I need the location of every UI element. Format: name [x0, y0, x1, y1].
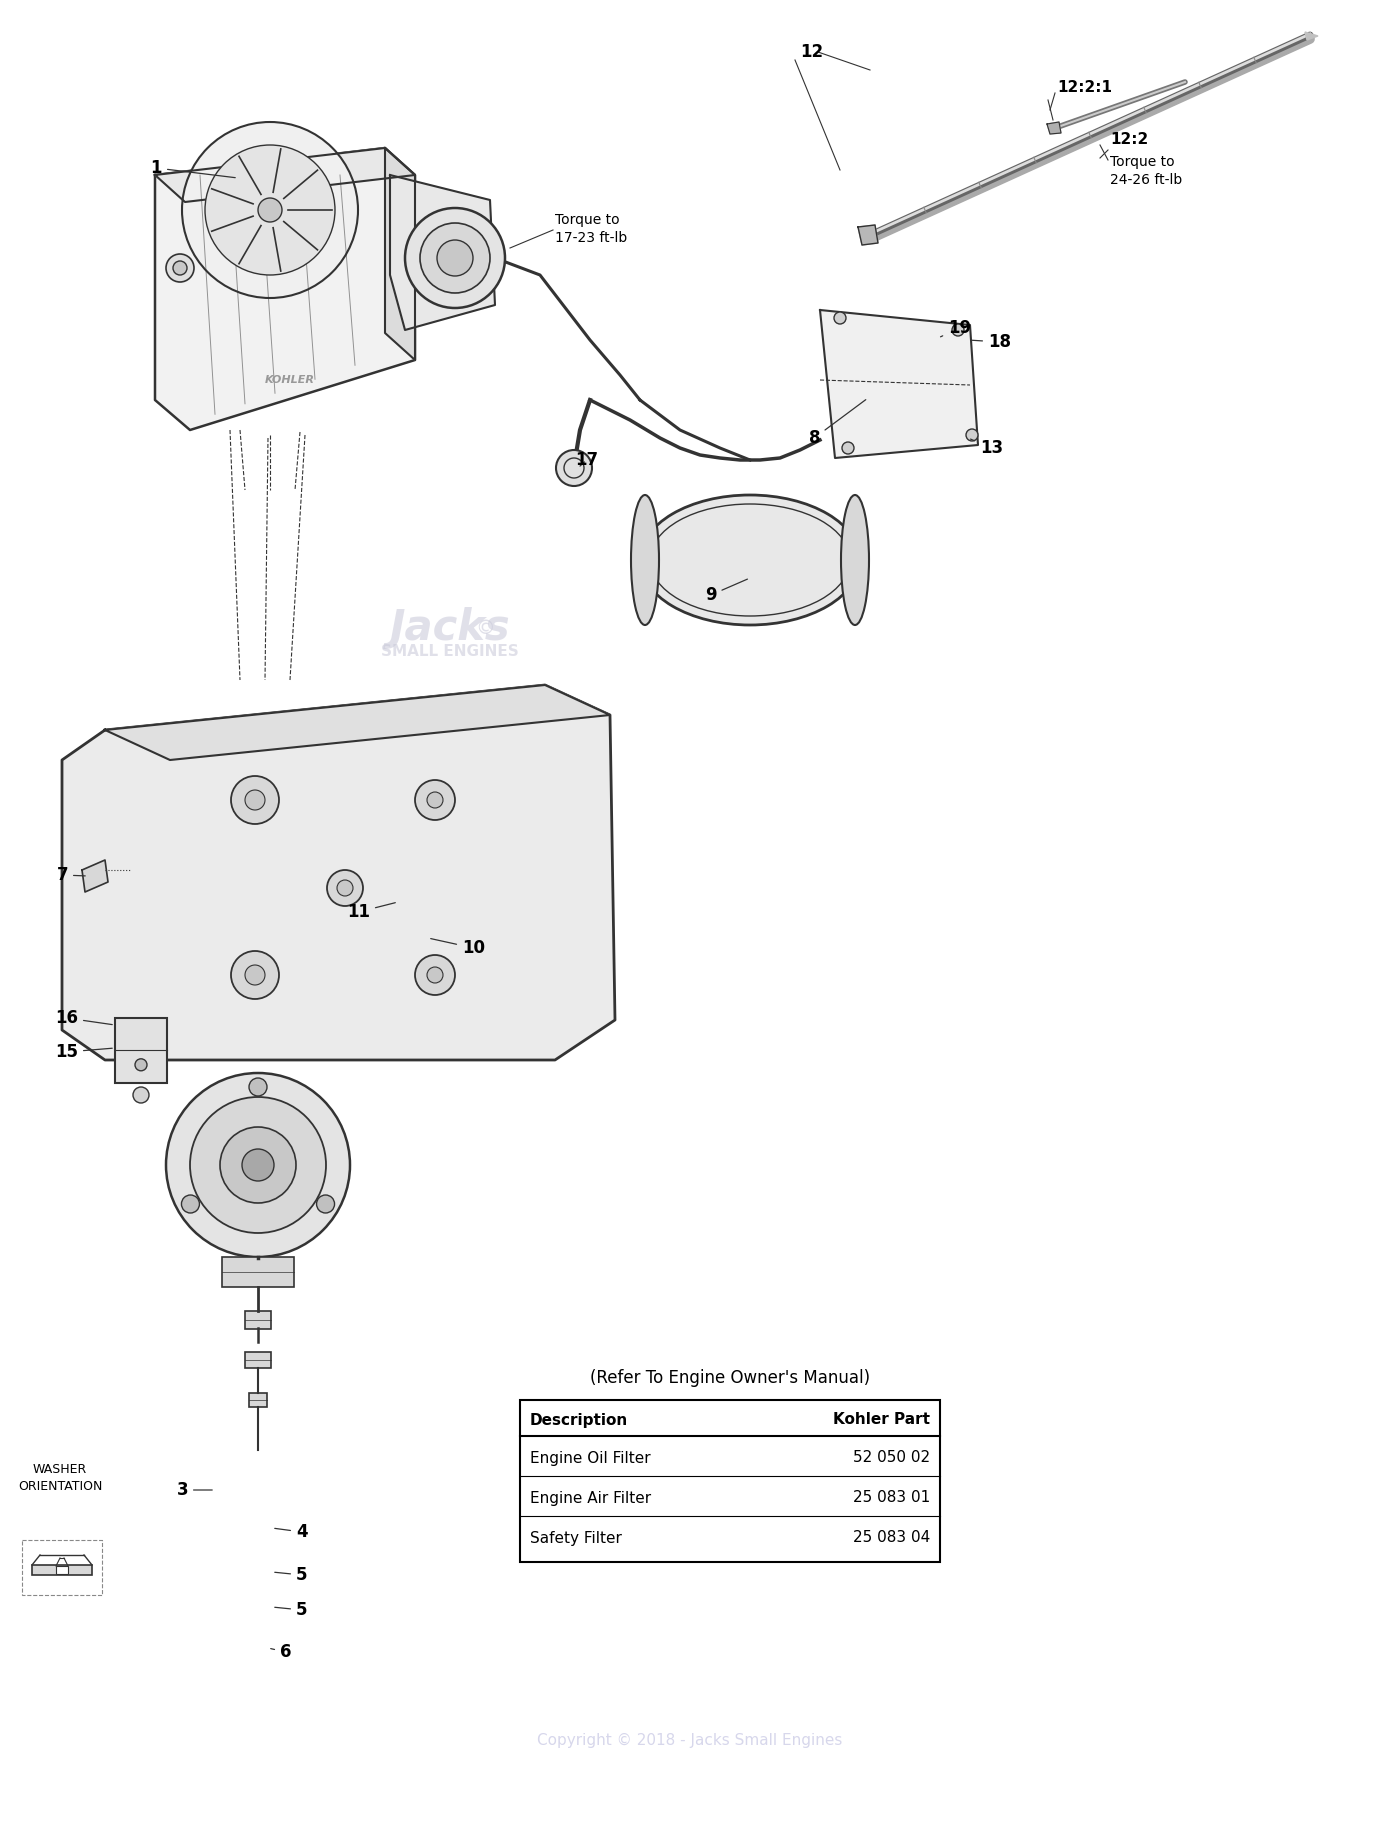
Polygon shape	[155, 148, 415, 203]
Circle shape	[842, 442, 854, 455]
Text: 6: 6	[270, 1643, 291, 1662]
Text: 5: 5	[275, 1601, 308, 1620]
Circle shape	[206, 144, 335, 276]
Polygon shape	[62, 685, 615, 1061]
Text: 13: 13	[970, 438, 1003, 456]
Circle shape	[426, 792, 443, 807]
Text: 12: 12	[800, 44, 822, 60]
Text: WASHER
ORIENTATION: WASHER ORIENTATION	[18, 1463, 102, 1494]
Text: 17-23 ft-lb: 17-23 ft-lb	[555, 232, 628, 245]
Text: 10: 10	[431, 939, 484, 957]
Circle shape	[172, 261, 188, 276]
Polygon shape	[105, 685, 610, 760]
Circle shape	[132, 1086, 149, 1103]
Ellipse shape	[640, 495, 860, 624]
Text: 1: 1	[150, 159, 235, 177]
Circle shape	[337, 880, 353, 897]
Circle shape	[246, 791, 265, 811]
Polygon shape	[385, 148, 415, 360]
Bar	[22, 1539, 102, 1594]
Text: 25 083 04: 25 083 04	[853, 1530, 930, 1545]
Circle shape	[327, 869, 363, 906]
Ellipse shape	[840, 495, 869, 624]
Circle shape	[230, 951, 279, 999]
Ellipse shape	[631, 495, 660, 624]
Circle shape	[437, 239, 473, 276]
Circle shape	[966, 429, 978, 442]
Circle shape	[415, 780, 455, 820]
Text: 7: 7	[57, 866, 86, 884]
Circle shape	[415, 955, 455, 995]
Text: (Refer To Engine Owner's Manual): (Refer To Engine Owner's Manual)	[589, 1370, 869, 1388]
Circle shape	[316, 1194, 334, 1212]
Circle shape	[248, 1077, 266, 1096]
Text: ©: ©	[475, 619, 494, 637]
Text: Engine Air Filter: Engine Air Filter	[530, 1490, 651, 1505]
Text: 12:2:1: 12:2:1	[1057, 80, 1112, 95]
Circle shape	[166, 254, 195, 281]
Text: 9: 9	[705, 579, 748, 604]
Circle shape	[426, 968, 443, 982]
Text: 19: 19	[941, 320, 972, 338]
Polygon shape	[820, 310, 978, 458]
Circle shape	[246, 964, 265, 984]
Circle shape	[181, 1194, 200, 1212]
Polygon shape	[32, 1565, 92, 1576]
Bar	[246, 1311, 270, 1329]
Polygon shape	[155, 148, 415, 429]
Polygon shape	[1047, 122, 1061, 133]
Circle shape	[190, 1097, 326, 1233]
Circle shape	[952, 323, 965, 336]
Text: 11: 11	[346, 902, 395, 920]
Bar	[115, 1019, 167, 1083]
Text: 25 083 01: 25 083 01	[853, 1490, 930, 1505]
Text: 3: 3	[177, 1481, 213, 1499]
Text: Copyright © 2018 - Jacks Small Engines: Copyright © 2018 - Jacks Small Engines	[537, 1733, 843, 1747]
Text: Engine Oil Filter: Engine Oil Filter	[530, 1450, 650, 1466]
Circle shape	[241, 1149, 275, 1181]
Polygon shape	[57, 1567, 68, 1574]
Text: 15: 15	[55, 1043, 112, 1061]
Text: 5: 5	[275, 1567, 308, 1583]
Text: SMALL ENGINES: SMALL ENGINES	[381, 645, 519, 659]
Bar	[248, 1393, 266, 1408]
Text: 18: 18	[970, 332, 1012, 351]
Circle shape	[182, 122, 357, 298]
Text: 4: 4	[275, 1523, 308, 1541]
Circle shape	[135, 1059, 148, 1070]
Circle shape	[420, 223, 490, 292]
Text: 52 050 02: 52 050 02	[853, 1450, 930, 1466]
Text: Torque to: Torque to	[555, 214, 620, 226]
Circle shape	[219, 1127, 295, 1203]
Circle shape	[404, 208, 505, 309]
Text: Kohler Part: Kohler Part	[834, 1413, 930, 1428]
Circle shape	[166, 1074, 351, 1256]
Text: 8: 8	[809, 400, 865, 447]
Circle shape	[258, 197, 282, 223]
Polygon shape	[858, 225, 878, 245]
Text: Jacks: Jacks	[389, 606, 511, 648]
Text: Description: Description	[530, 1413, 628, 1428]
Polygon shape	[1305, 33, 1318, 40]
Circle shape	[556, 449, 592, 486]
Bar	[520, 1401, 940, 1561]
Text: 12:2: 12:2	[1110, 133, 1148, 148]
Polygon shape	[81, 860, 108, 891]
Bar	[222, 1256, 294, 1287]
Text: 17: 17	[575, 451, 598, 469]
Polygon shape	[391, 175, 495, 331]
Text: Safety Filter: Safety Filter	[530, 1530, 622, 1545]
Circle shape	[230, 776, 279, 824]
Circle shape	[834, 312, 846, 323]
Text: 16: 16	[55, 1010, 112, 1026]
Text: 24-26 ft-lb: 24-26 ft-lb	[1110, 173, 1183, 186]
Text: Torque to: Torque to	[1110, 155, 1174, 170]
Bar	[246, 1351, 270, 1368]
Text: KOHLER: KOHLER	[265, 374, 315, 385]
